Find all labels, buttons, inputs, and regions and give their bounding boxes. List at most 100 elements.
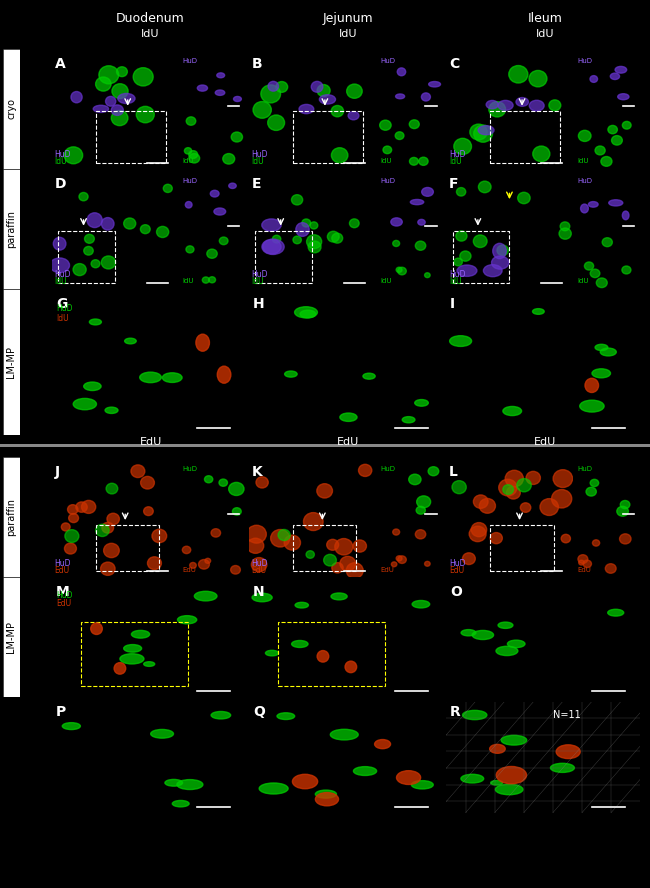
Ellipse shape xyxy=(590,75,597,83)
Ellipse shape xyxy=(348,112,359,120)
Text: HuD: HuD xyxy=(56,305,72,313)
Ellipse shape xyxy=(410,200,424,205)
Text: IdU: IdU xyxy=(252,277,265,286)
Ellipse shape xyxy=(418,219,425,226)
Ellipse shape xyxy=(120,654,144,664)
Circle shape xyxy=(489,101,506,117)
Circle shape xyxy=(96,77,111,91)
Circle shape xyxy=(189,154,200,163)
Circle shape xyxy=(353,540,367,552)
Ellipse shape xyxy=(114,662,125,674)
Circle shape xyxy=(374,740,391,749)
Circle shape xyxy=(73,264,86,275)
Ellipse shape xyxy=(91,623,102,635)
Bar xyxy=(491,111,560,163)
Text: P: P xyxy=(56,705,66,719)
Ellipse shape xyxy=(472,630,493,639)
Bar xyxy=(293,111,363,163)
Ellipse shape xyxy=(397,67,406,75)
Ellipse shape xyxy=(177,615,197,624)
Circle shape xyxy=(231,132,242,142)
Circle shape xyxy=(359,464,372,477)
Circle shape xyxy=(101,256,116,269)
Circle shape xyxy=(417,496,431,508)
Ellipse shape xyxy=(144,662,155,666)
Ellipse shape xyxy=(319,95,335,104)
Text: HuD: HuD xyxy=(55,150,71,160)
Circle shape xyxy=(578,560,584,565)
Ellipse shape xyxy=(331,593,347,600)
Circle shape xyxy=(84,234,94,243)
Ellipse shape xyxy=(491,256,509,269)
Text: HuD: HuD xyxy=(380,466,395,472)
Circle shape xyxy=(490,533,502,543)
Circle shape xyxy=(136,107,154,123)
Circle shape xyxy=(144,507,153,516)
Ellipse shape xyxy=(495,784,523,795)
Circle shape xyxy=(509,66,528,83)
Ellipse shape xyxy=(118,93,135,104)
Circle shape xyxy=(590,480,599,487)
Circle shape xyxy=(456,187,466,196)
Circle shape xyxy=(398,556,406,564)
Circle shape xyxy=(148,557,161,569)
Circle shape xyxy=(595,146,605,155)
Circle shape xyxy=(252,558,267,572)
Ellipse shape xyxy=(503,407,521,416)
Ellipse shape xyxy=(585,378,599,392)
Text: IdU: IdU xyxy=(339,29,357,39)
Circle shape xyxy=(471,522,487,536)
Circle shape xyxy=(152,529,166,543)
Ellipse shape xyxy=(415,400,428,406)
Text: M: M xyxy=(56,585,70,599)
Text: paraffin: paraffin xyxy=(6,498,16,536)
Circle shape xyxy=(111,110,128,125)
Ellipse shape xyxy=(229,183,236,188)
Ellipse shape xyxy=(105,97,116,107)
Ellipse shape xyxy=(609,200,623,206)
Ellipse shape xyxy=(111,105,124,115)
Circle shape xyxy=(552,489,572,508)
Ellipse shape xyxy=(610,73,619,80)
Circle shape xyxy=(489,744,505,753)
Text: HuD: HuD xyxy=(380,178,395,184)
Circle shape xyxy=(315,793,339,805)
Circle shape xyxy=(584,262,593,270)
Ellipse shape xyxy=(592,369,610,377)
Text: I: I xyxy=(450,297,456,312)
Circle shape xyxy=(410,157,419,165)
Ellipse shape xyxy=(73,399,96,409)
Text: IdU: IdU xyxy=(55,277,67,286)
Ellipse shape xyxy=(595,345,608,351)
Ellipse shape xyxy=(391,218,402,226)
Text: LM-MP: LM-MP xyxy=(6,621,16,654)
Text: Q: Q xyxy=(253,705,265,719)
Circle shape xyxy=(602,238,612,247)
Circle shape xyxy=(335,538,353,555)
Ellipse shape xyxy=(317,651,329,662)
Text: B: B xyxy=(252,57,263,71)
Ellipse shape xyxy=(294,306,317,318)
Circle shape xyxy=(578,131,591,141)
Circle shape xyxy=(529,70,547,87)
Circle shape xyxy=(205,559,211,563)
Ellipse shape xyxy=(194,591,217,601)
Circle shape xyxy=(276,82,288,92)
Text: C: C xyxy=(449,57,459,71)
Text: HuD: HuD xyxy=(252,150,268,160)
Circle shape xyxy=(398,267,406,275)
Circle shape xyxy=(64,147,83,163)
Circle shape xyxy=(391,562,397,567)
Circle shape xyxy=(396,267,402,273)
Ellipse shape xyxy=(532,309,544,314)
Ellipse shape xyxy=(214,208,226,215)
Text: EdU: EdU xyxy=(380,567,394,573)
Circle shape xyxy=(462,553,475,565)
Circle shape xyxy=(310,222,318,229)
Ellipse shape xyxy=(311,82,323,92)
Circle shape xyxy=(454,139,471,155)
Ellipse shape xyxy=(551,764,575,773)
Bar xyxy=(96,526,159,572)
Circle shape xyxy=(64,543,77,554)
Text: F: F xyxy=(449,177,458,191)
